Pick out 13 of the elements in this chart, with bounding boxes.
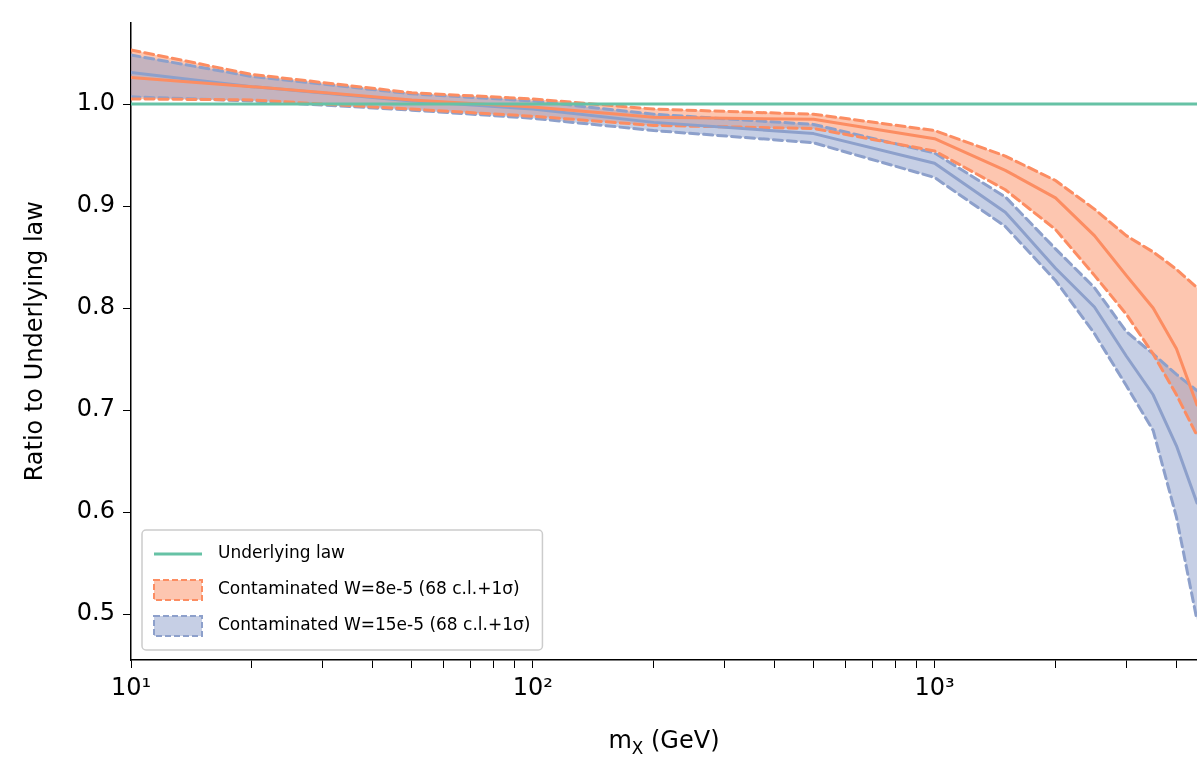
x-tick-label: 10² <box>512 672 553 701</box>
y-tick-label: 1.0 <box>76 88 115 117</box>
x-tick-label: 10¹ <box>110 672 152 701</box>
y-tick-label: 0.5 <box>76 598 115 627</box>
y-tick-label: 0.6 <box>76 496 115 525</box>
legend-label: Underlying law <box>218 542 346 563</box>
y-tick-label: 0.7 <box>76 394 115 423</box>
y-tick-label: 0.8 <box>76 292 115 321</box>
x-tick-label: 10³ <box>914 672 955 701</box>
y-axis-title: Ratio to Underlying law <box>20 201 48 482</box>
y-tick-label: 0.9 <box>76 190 115 219</box>
legend-label: Contaminated W=15e-5 (68 c.l.+1σ) <box>218 614 531 635</box>
legend-label: Contaminated W=8e-5 (68 c.l.+1σ) <box>218 578 520 599</box>
